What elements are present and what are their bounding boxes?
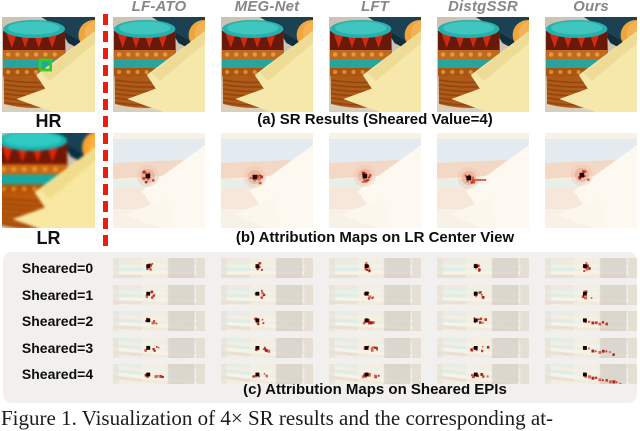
sr-image-distgssr [437,17,529,112]
epi-strip-shear2-col2 [329,311,421,331]
sr-image-lft [329,17,421,112]
sr-image-lf-ato [113,17,205,112]
method-header-meg-net: MEG-Net [234,0,300,15]
shear-label-3: Sheared=3 [21,340,94,356]
epi-strip-shear3-col0 [113,338,205,358]
sr-image-meg-net [221,17,313,112]
page-caption: Figure 1. Visualization of 4× SR results… [1,406,554,430]
epi-strip-shear1-col4 [545,285,637,305]
shear-label-1: Sheared=1 [21,287,94,303]
hr-image [2,17,95,112]
epi-strip-shear1-col3 [437,285,529,305]
epi-strip-shear0-col3 [437,258,529,278]
caption-c: (c) Attribution Maps on Sheared EPIs [243,381,507,398]
epi-strip-shear4-col0 [113,364,205,384]
epi-panel [3,252,637,403]
attribution-map-ours [545,133,637,228]
epi-strip-shear0-col0 [113,258,205,278]
attribution-map-meg-net [221,133,313,228]
epi-strip-shear0-col4 [545,258,637,278]
attribution-map-lft [329,133,421,228]
epi-strip-shear4-col2 [329,364,421,384]
epi-strip-shear1-col1 [221,285,313,305]
epi-strip-shear4-col3 [437,364,529,384]
caption-a: (a) SR Results (Sheared Value=4) [257,111,493,128]
epi-strip-shear1-col0 [113,285,205,305]
epi-strip-shear2-col4 [545,311,637,331]
shear-label-4: Sheared=4 [21,366,94,382]
sr-image-ours [545,17,637,112]
epi-strip-shear3-col4 [545,338,637,358]
red-dashed-divider [103,14,108,250]
shear-label-0: Sheared=0 [21,260,94,276]
epi-strip-shear3-col3 [437,338,529,358]
attribution-map-distgssr [437,133,529,228]
attribution-map-lf-ato [113,133,205,228]
hr-label: HR [35,111,62,131]
epi-strip-shear1-col2 [329,285,421,305]
method-header-lft: LFT [360,0,390,15]
epi-strip-shear3-col1 [221,338,313,358]
epi-strip-shear2-col1 [221,311,313,331]
lr-label: LR [36,228,61,248]
method-header-ours: Ours [573,0,609,15]
lr-image [2,133,95,228]
epi-strip-shear4-col4 [545,364,637,384]
epi-strip-shear3-col2 [329,338,421,358]
epi-strip-shear0-col2 [329,258,421,278]
caption-b: (b) Attribution Maps on LR Center View [235,229,515,246]
shear-label-2: Sheared=2 [21,313,94,329]
epi-strip-shear0-col1 [221,258,313,278]
epi-strip-shear2-col0 [113,311,205,331]
method-header-lf-ato: LF-ATO [131,0,187,15]
epi-strip-shear4-col1 [221,364,313,384]
epi-strip-shear2-col3 [437,311,529,331]
method-header-distgssr: DistgSSR [448,0,518,15]
